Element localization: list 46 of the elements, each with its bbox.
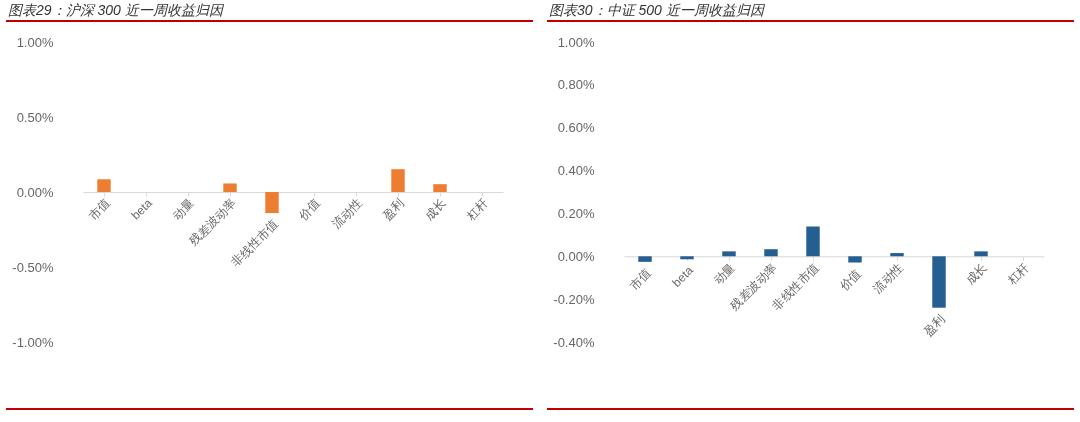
- y-tick-label: 1.00%: [557, 34, 595, 50]
- x-tick-label: 盈利: [380, 196, 407, 223]
- y-tick-label: 0.60%: [557, 120, 595, 136]
- bar: [433, 184, 447, 192]
- y-tick-label: 1.00%: [16, 34, 54, 50]
- x-tick-label: 杠杆: [463, 196, 491, 224]
- x-tick-label: 盈利: [921, 311, 948, 339]
- y-tick-label: 0.80%: [557, 77, 595, 93]
- bar: [223, 183, 237, 192]
- bar: [97, 179, 111, 192]
- y-tick-label: 0.50%: [16, 109, 54, 125]
- bar: [680, 256, 694, 260]
- x-tick-label: 价值: [295, 196, 323, 224]
- y-tick-label: -0.50%: [12, 259, 54, 275]
- y-tick-label: 0.20%: [557, 205, 595, 221]
- y-tick-label: -1.00%: [12, 334, 54, 350]
- bar: [890, 253, 904, 257]
- x-tick-label: 市值: [627, 265, 654, 293]
- y-tick-label: 0.40%: [557, 163, 595, 179]
- y-tick-label: -0.20%: [553, 291, 595, 307]
- x-tick-label: 杠杆: [1004, 260, 1032, 288]
- x-tick-label: 非线性市值: [228, 217, 281, 270]
- bar: [764, 249, 778, 257]
- x-tick-label: 市值: [86, 196, 113, 223]
- bar: [722, 251, 736, 257]
- x-tick-label: 成长: [422, 196, 449, 223]
- y-tick-label: -0.40%: [553, 334, 595, 350]
- x-tick-label: 动量: [170, 196, 197, 223]
- x-tick-label: 成长: [963, 260, 990, 288]
- x-tick-label: beta: [669, 263, 697, 290]
- bar: [391, 169, 405, 192]
- chart-title: 图表29：沪深 300 近一周收益归因: [6, 0, 533, 22]
- x-tick-label: 价值: [836, 266, 864, 295]
- x-tick-label: 流动性: [870, 260, 906, 296]
- bar: [848, 256, 862, 263]
- x-tick-label: 动量: [711, 260, 738, 288]
- bar: [265, 192, 279, 213]
- y-tick-label: 0.00%: [557, 248, 595, 264]
- bar: [638, 256, 652, 262]
- chart-title: 图表30：中证 500 近一周收益归因: [547, 0, 1074, 22]
- y-tick-label: 0.00%: [16, 184, 54, 200]
- bar: [974, 251, 988, 257]
- x-tick-label: 流动性: [329, 196, 365, 232]
- bar: [932, 256, 946, 308]
- x-tick-label: beta: [128, 195, 156, 223]
- bar: [806, 226, 820, 257]
